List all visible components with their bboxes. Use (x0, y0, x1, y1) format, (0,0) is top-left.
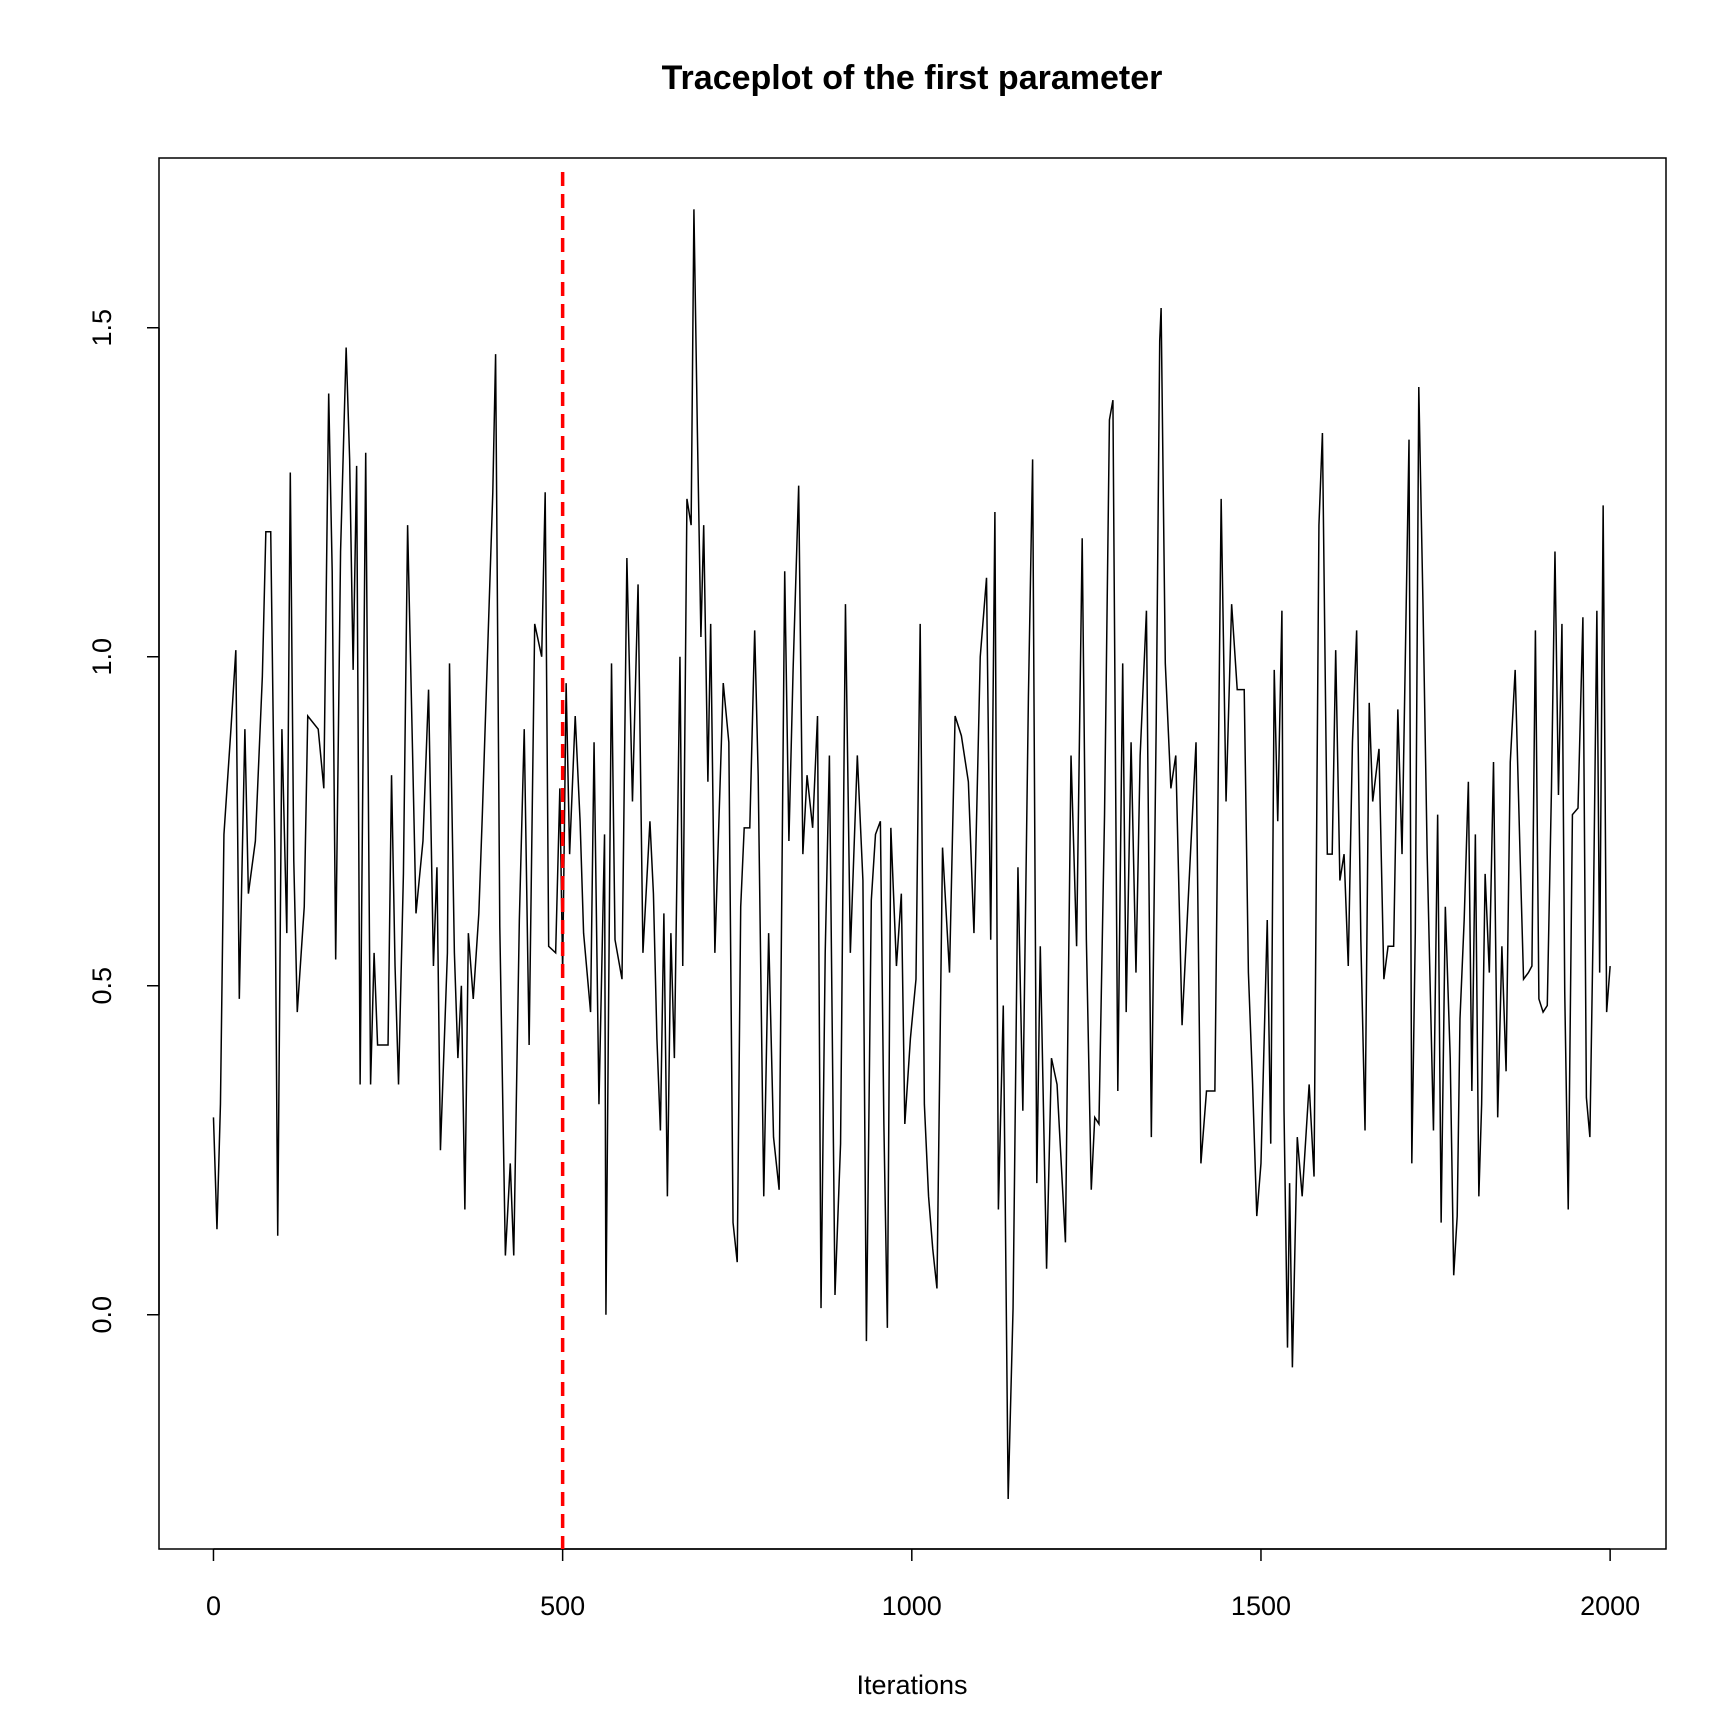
chart-title: Traceplot of the first parameter (662, 59, 1163, 97)
y-tick-label: 1.0 (87, 638, 117, 676)
x-tick-label: 1500 (1231, 1591, 1291, 1621)
y-tick-label: 0.5 (87, 967, 117, 1005)
trace-line (212, 209, 1611, 1500)
x-tick-label: 0 (206, 1591, 221, 1621)
x-tick-label: 1000 (882, 1591, 942, 1621)
x-tick-label: 500 (540, 1591, 585, 1621)
x-tick-label: 2000 (1580, 1591, 1640, 1621)
y-tick-label: 1.5 (87, 309, 117, 347)
y-tick-label: 0.0 (87, 1296, 117, 1334)
x-axis-label: Iterations (856, 1670, 967, 1700)
